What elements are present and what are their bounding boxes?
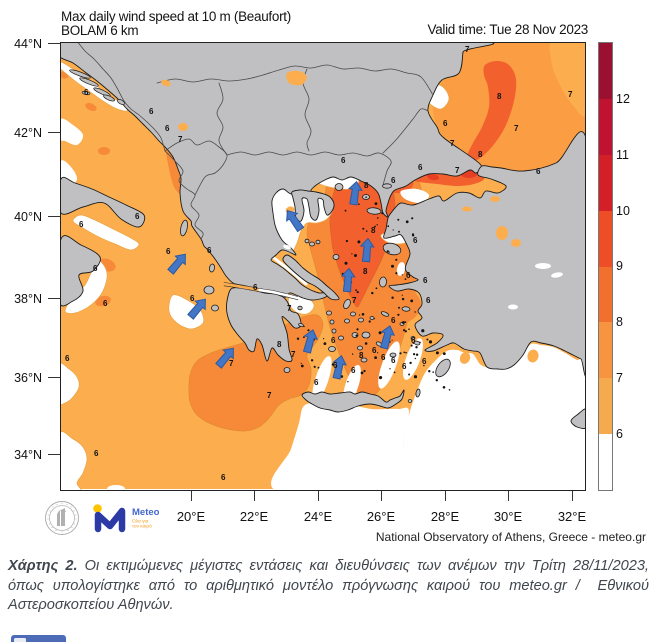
svg-text:6: 6: [331, 336, 336, 345]
svg-text:Όλα για: Όλα για: [131, 519, 149, 525]
svg-text:6: 6: [314, 378, 319, 387]
svg-text:6: 6: [221, 473, 226, 482]
svg-text:8: 8: [478, 150, 483, 159]
svg-text:6: 6: [422, 357, 427, 366]
svg-text:7: 7: [287, 304, 292, 313]
svg-text:6: 6: [149, 107, 154, 116]
svg-text:6: 6: [443, 119, 448, 128]
svg-text:7: 7: [465, 45, 470, 54]
svg-text:6: 6: [341, 156, 346, 165]
svg-text:6: 6: [423, 276, 428, 285]
svg-text:6: 6: [418, 163, 423, 172]
svg-text:6: 6: [65, 354, 70, 363]
svg-text:7: 7: [568, 90, 573, 99]
svg-text:6: 6: [333, 361, 338, 370]
svg-text:6: 6: [391, 176, 396, 185]
svg-text:7: 7: [514, 124, 519, 133]
svg-text:6: 6: [426, 296, 431, 305]
svg-text:8: 8: [359, 351, 364, 360]
svg-text:6: 6: [190, 294, 195, 303]
svg-text:7: 7: [267, 391, 272, 400]
svg-text:6: 6: [135, 212, 140, 221]
svg-text:7: 7: [291, 350, 296, 359]
svg-text:6: 6: [165, 124, 170, 133]
svg-text:7: 7: [450, 139, 455, 148]
svg-text:6: 6: [391, 316, 396, 325]
svg-text:6: 6: [103, 299, 108, 308]
svg-text:7: 7: [229, 359, 234, 368]
svg-text:7: 7: [178, 135, 183, 144]
svg-text:6: 6: [411, 336, 416, 345]
svg-text:6: 6: [391, 356, 396, 365]
svg-text:6: 6: [536, 167, 541, 176]
svg-text:7: 7: [352, 296, 357, 305]
svg-text:6: 6: [79, 220, 84, 229]
svg-text:8: 8: [497, 92, 502, 101]
svg-text:6: 6: [93, 264, 98, 273]
svg-text:6: 6: [84, 88, 89, 97]
svg-text:6: 6: [166, 247, 171, 256]
svg-text:6: 6: [207, 246, 212, 255]
svg-text:8: 8: [363, 267, 368, 276]
svg-text:8: 8: [277, 340, 282, 349]
svg-text:8: 8: [364, 181, 369, 190]
svg-text:6: 6: [351, 366, 356, 375]
svg-text:6: 6: [406, 271, 411, 280]
svg-text:7: 7: [455, 166, 460, 175]
svg-text:6: 6: [94, 449, 99, 458]
svg-text:8: 8: [371, 226, 376, 235]
svg-text:6: 6: [413, 236, 418, 245]
svg-text:6: 6: [381, 353, 386, 362]
svg-text:6: 6: [253, 283, 258, 292]
svg-text:6: 6: [402, 362, 407, 371]
svg-text:τον καιρό: τον καιρό: [132, 523, 152, 530]
svg-text:6: 6: [372, 346, 377, 355]
svg-text:Meteo: Meteo: [132, 507, 160, 518]
